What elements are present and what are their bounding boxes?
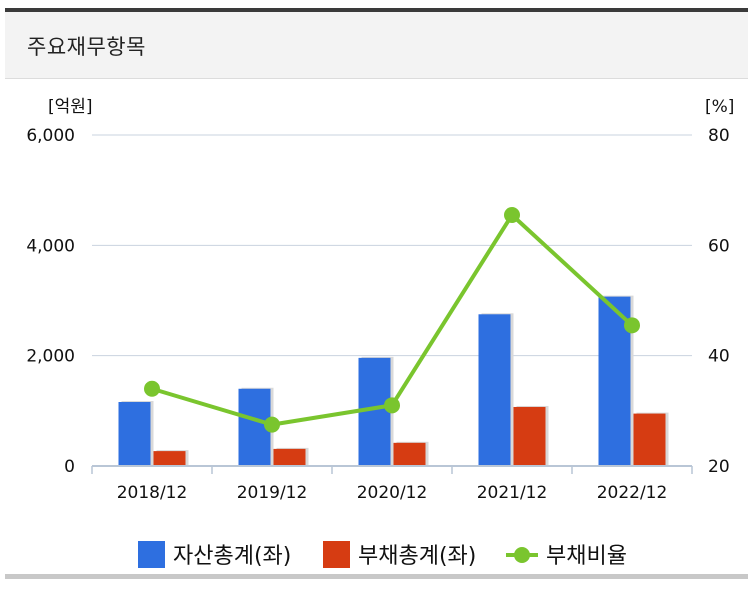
x-tick-label: 2020/12 [357, 483, 428, 503]
legend-swatch [323, 541, 350, 568]
right-tick-label: 80 [708, 126, 730, 146]
bar [633, 413, 666, 466]
grid-lines [92, 134, 692, 357]
bar [358, 357, 391, 466]
panel-title: 주요재무항목 [27, 35, 146, 59]
right-tick-label: 60 [708, 236, 730, 256]
ratio-point [504, 206, 520, 223]
ratio-point [624, 317, 640, 334]
top-border [5, 8, 748, 12]
legend-marker [514, 547, 530, 563]
x-tick-label: 2019/12 [237, 483, 308, 503]
bottom-border [5, 574, 748, 579]
ratio-point [384, 397, 400, 414]
bar [118, 402, 151, 466]
legend-label: 부채총계(좌) [358, 544, 476, 569]
bar-series [118, 295, 669, 466]
left-tick-label: 0 [64, 457, 75, 477]
x-tick-label: 2018/12 [117, 483, 188, 503]
legend-label: 부채비율 [546, 544, 627, 569]
right-tick-label: 20 [708, 457, 730, 477]
bar [153, 451, 186, 466]
bar [273, 448, 306, 466]
left-axis-ticks: 0 2,000 4,000 6,000 [26, 126, 75, 477]
left-tick-label: 6,000 [26, 126, 75, 146]
line-series [144, 206, 640, 433]
panel-header: 주요재무항목 [5, 12, 748, 79]
right-axis-ticks: 20 40 60 80 [708, 126, 730, 477]
x-tick-label: 2022/12 [597, 483, 668, 503]
ratio-point [264, 416, 280, 433]
bar [393, 442, 426, 466]
left-tick-label: 2,000 [26, 347, 75, 367]
bar [513, 406, 546, 466]
left-axis-unit: [억원] [48, 97, 93, 117]
legend: 자산총계(좌) 부채총계(좌) 부채비율 [138, 541, 627, 569]
ratio-point [144, 380, 160, 397]
x-axis-ticks: 2018/12 2019/12 2020/12 2021/12 2022/12 [91, 466, 693, 503]
x-tick-label: 2021/12 [477, 483, 548, 503]
legend-label: 자산총계(좌) [173, 544, 291, 569]
right-tick-label: 40 [708, 347, 730, 367]
bar [478, 314, 511, 466]
left-tick-label: 4,000 [26, 236, 75, 256]
right-axis-unit: [%] [705, 97, 734, 117]
legend-swatch [138, 541, 165, 568]
